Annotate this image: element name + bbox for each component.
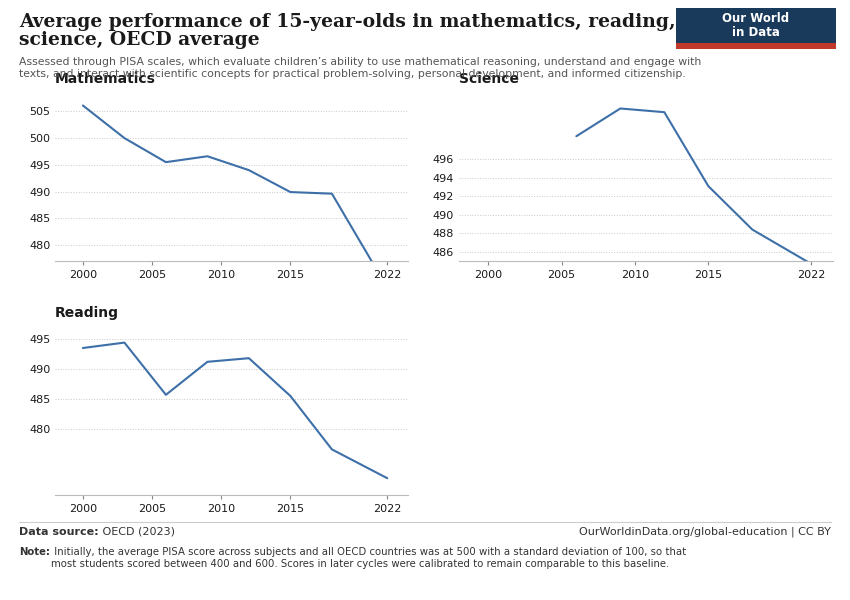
Text: Reading: Reading [55,306,119,320]
Text: Note:: Note: [19,547,49,557]
Text: Mathematics: Mathematics [55,72,156,86]
Text: Average performance of 15-year-olds in mathematics, reading, and: Average performance of 15-year-olds in m… [19,13,721,31]
Text: Assessed through PISA scales, which evaluate children’s ability to use mathemati: Assessed through PISA scales, which eval… [19,57,701,79]
Text: Our World: Our World [722,12,789,25]
Text: science, OECD average: science, OECD average [19,31,259,49]
Text: Data source:: Data source: [19,527,99,537]
Text: Initially, the average PISA score across subjects and all OECD countries was at : Initially, the average PISA score across… [51,547,686,569]
Text: in Data: in Data [732,26,779,38]
Text: OECD (2023): OECD (2023) [99,527,174,537]
Text: OurWorldinData.org/global-education | CC BY: OurWorldinData.org/global-education | CC… [580,527,831,538]
Text: Science: Science [459,72,519,86]
